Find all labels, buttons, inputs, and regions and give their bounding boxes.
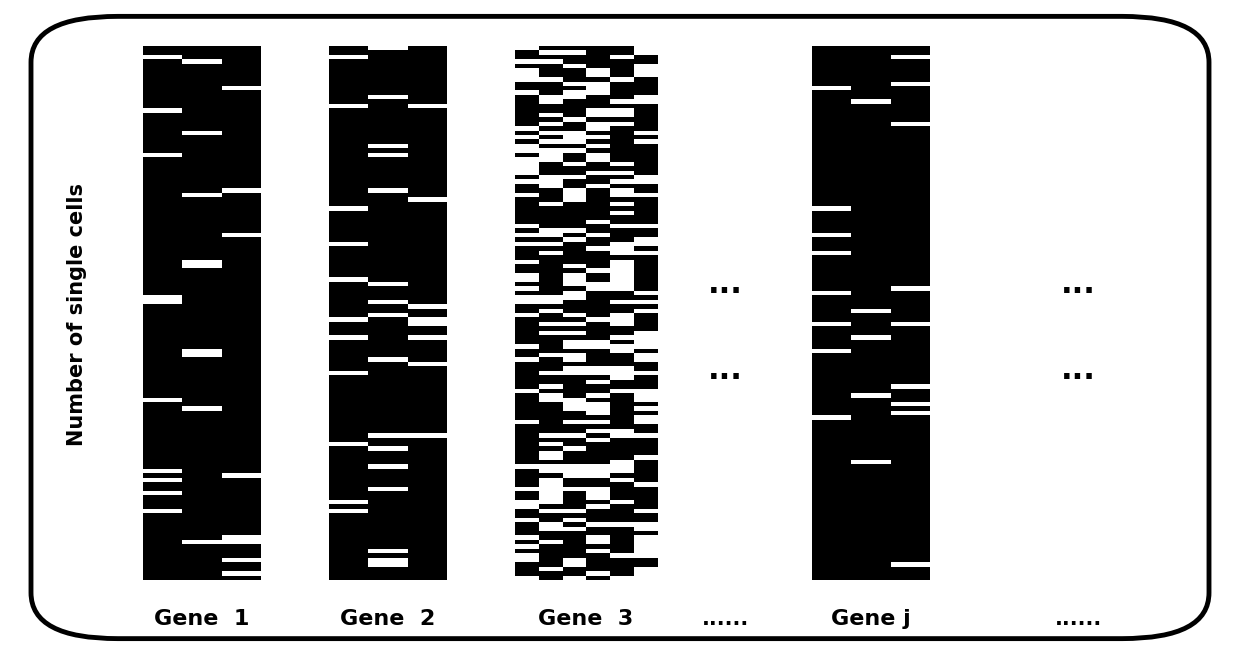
Text: ......: ...... [1055, 609, 1102, 629]
Text: Gene  2: Gene 2 [340, 609, 435, 629]
Text: ......: ...... [702, 609, 749, 629]
Text: ...: ... [1061, 271, 1096, 299]
Text: Number of single cells: Number of single cells [67, 183, 87, 446]
Text: Gene j: Gene j [831, 609, 911, 629]
Text: Gene  1: Gene 1 [154, 609, 249, 629]
Text: ...: ... [708, 356, 743, 384]
Text: Gene  3: Gene 3 [538, 609, 634, 629]
FancyBboxPatch shape [31, 16, 1209, 639]
Text: ...: ... [708, 271, 743, 299]
Text: ...: ... [1061, 356, 1096, 384]
